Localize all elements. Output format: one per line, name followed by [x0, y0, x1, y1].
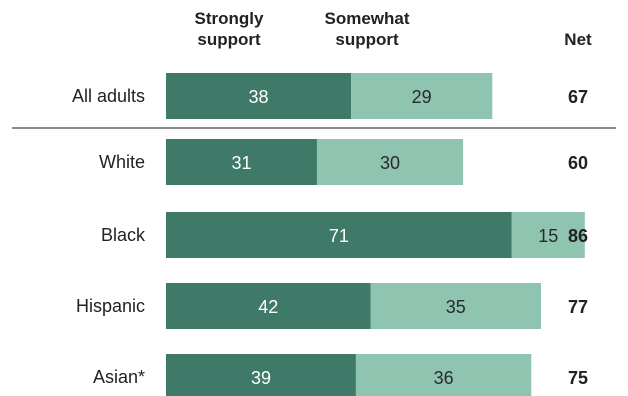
category-label: White	[99, 152, 145, 172]
row-hispanic: Hispanic 42 35 77	[76, 283, 588, 329]
bar-strongly	[166, 73, 352, 119]
header-net: Net	[564, 30, 592, 49]
bar-strongly	[166, 139, 317, 185]
bar-strongly	[166, 283, 371, 329]
bar-value-somewhat: 35	[446, 297, 466, 317]
header-somewhat-line-1: Somewhat	[324, 9, 409, 28]
bar-somewhat	[351, 73, 493, 119]
bar-value-somewhat: 29	[412, 87, 432, 107]
category-label: All adults	[72, 86, 145, 106]
header-somewhat-line-2: support	[335, 30, 399, 49]
bar-strongly	[166, 212, 512, 258]
bar-value-somewhat: 30	[380, 153, 400, 173]
chart-rows: All adults 38 29 67 White 31 30 60 Black 71 15 86 Hi…	[12, 73, 616, 396]
row-all-adults: All adults 38 29 67	[72, 73, 588, 119]
header-strongly-line-1: Strongly	[195, 9, 264, 28]
category-label: Hispanic	[76, 296, 145, 316]
bar-somewhat	[511, 212, 585, 258]
row-black: Black 71 15 86	[101, 212, 588, 258]
bar-somewhat	[355, 354, 532, 396]
net-value: 60	[568, 153, 588, 173]
bar-value-strongly: 39	[251, 368, 271, 388]
bar-value-strongly: 71	[329, 226, 349, 246]
bar-strongly	[166, 354, 356, 396]
column-headers: Strongly support Somewhat support Net	[195, 9, 593, 49]
net-value: 86	[568, 226, 588, 246]
bar-value-strongly: 42	[258, 297, 278, 317]
net-value: 77	[568, 297, 588, 317]
net-value: 67	[568, 87, 588, 107]
bar-somewhat	[370, 283, 541, 329]
row-asian: Asian* 39 36 75	[93, 354, 588, 396]
bar-value-strongly: 38	[249, 87, 269, 107]
bar-value-somewhat: 15	[538, 226, 558, 246]
bar-value-somewhat: 36	[434, 368, 454, 388]
category-label: Black	[101, 225, 146, 245]
header-strongly-line-2: support	[197, 30, 261, 49]
net-value: 75	[568, 368, 588, 388]
bar-value-strongly: 31	[231, 153, 251, 173]
row-white: White 31 30 60	[99, 139, 588, 185]
category-label: Asian*	[93, 367, 145, 387]
bar-somewhat	[316, 139, 464, 185]
